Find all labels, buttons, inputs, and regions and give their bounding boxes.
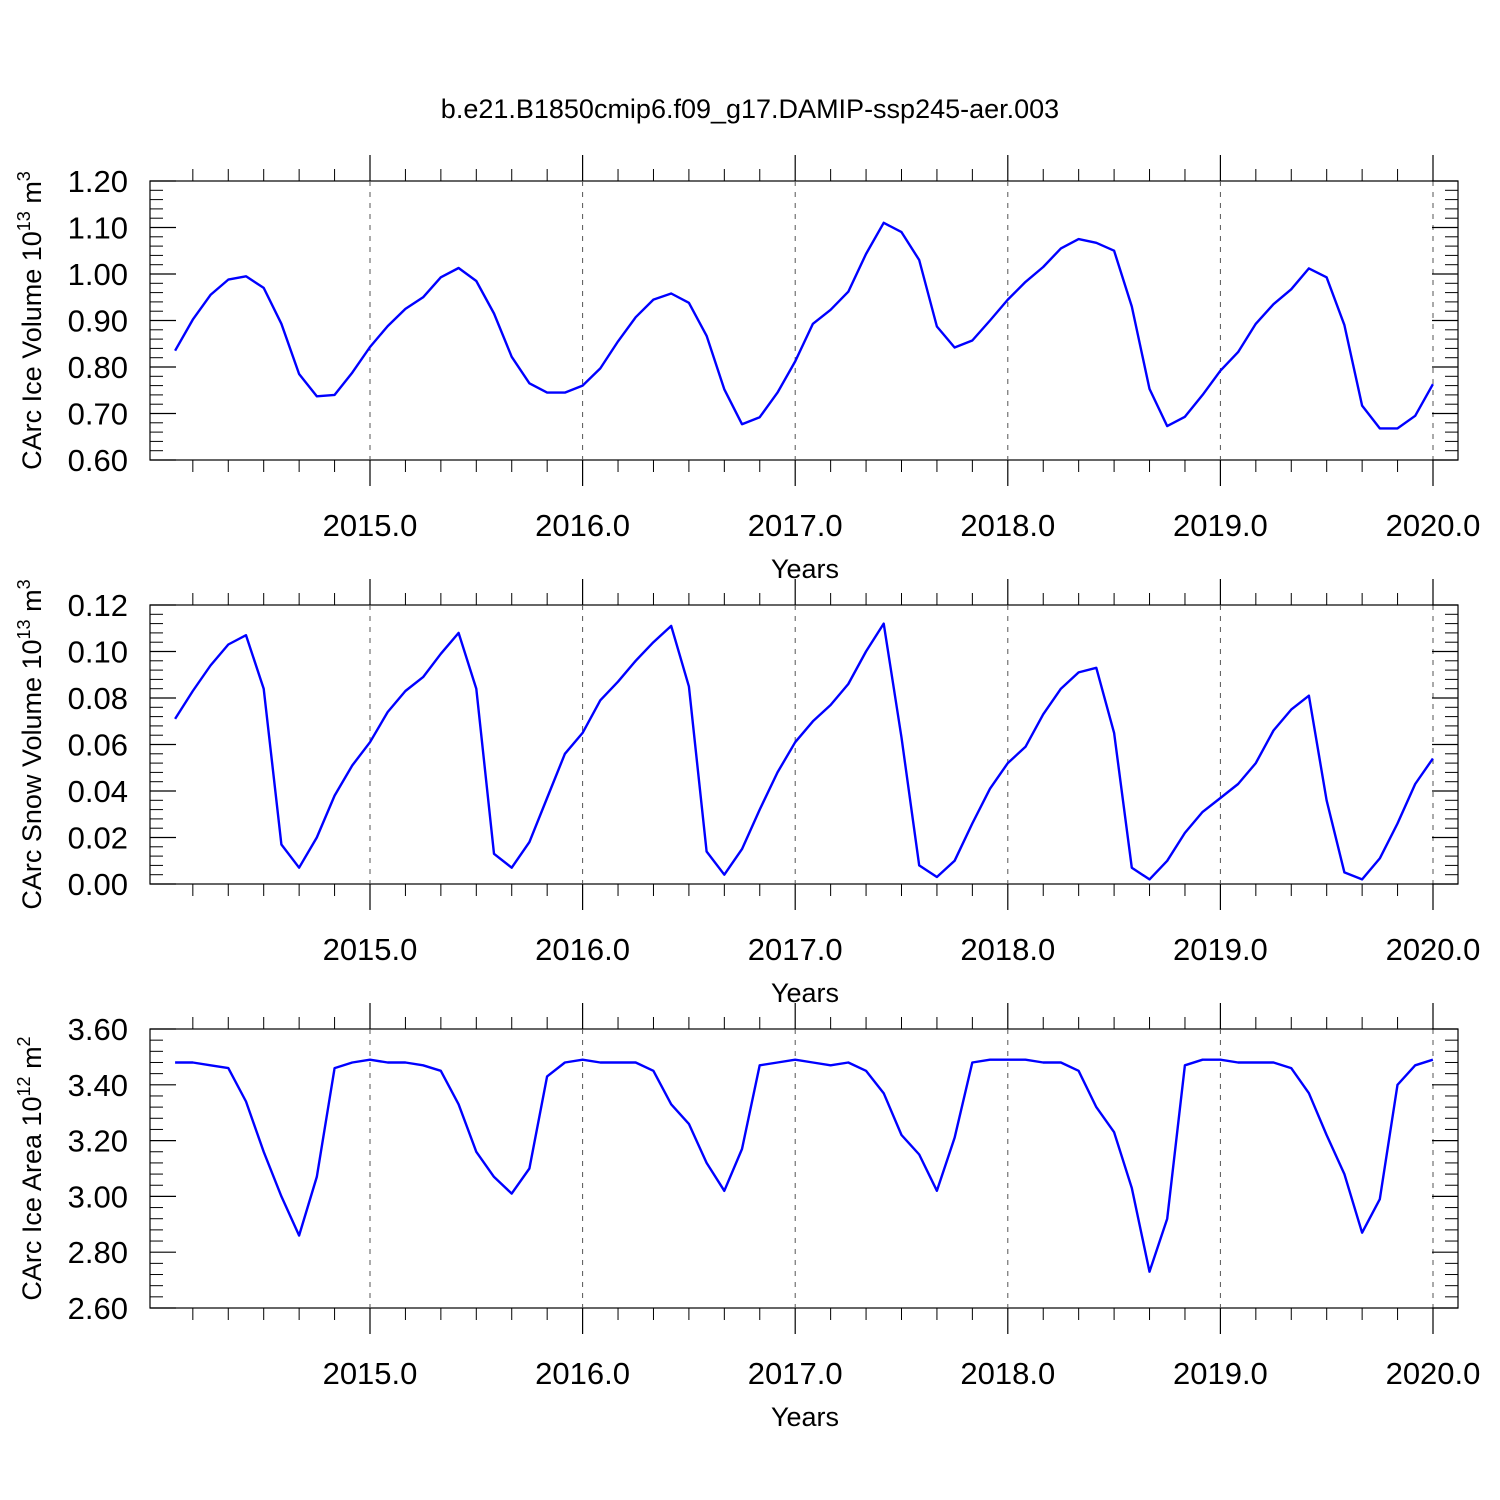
panel1-x-tick-label: 2019.0 [1173,508,1268,543]
panel2-frame [149,604,1459,885]
panel1-y-tick-label: 1.10 [68,211,128,246]
panel3-y-tick-label: 2.80 [68,1235,128,1270]
panel2-y-tick-label: 0.00 [68,867,128,902]
panel1-x-axis-label: Years [771,554,839,584]
panel2-y-tick-label: 0.08 [68,681,128,716]
panel1-y-tick-label: 0.60 [68,443,128,478]
panel2-x-tick-label: 2016.0 [535,932,630,967]
panel1-y-tick-label: 1.20 [68,164,128,199]
panel3-y-tick-label: 3.20 [68,1124,128,1159]
panel2-series-line [174,622,1434,881]
panel3-frame [149,1028,1459,1309]
panel2-y-tick-label: 0.12 [68,588,128,623]
panel1-y-tick-label: 1.00 [68,257,128,292]
panel3-y-axis-label: CArc Ice Area 1012 m2 [14,1036,47,1300]
panel1-x-tick-label: 2020.0 [1386,508,1481,543]
panel2-y-tick-label: 0.04 [68,774,128,809]
panel3-series-line [175,1058,1434,1273]
panel1-x-tick-label: 2015.0 [323,508,418,543]
panel3-y-tick-label: 2.60 [68,1291,128,1326]
panel3-x-tick-label: 2019.0 [1173,1356,1268,1391]
panel3-x-tick-label: 2018.0 [960,1356,1055,1391]
panel1-y-tick-label: 0.80 [68,350,128,385]
panel1-y-tick-label: 0.70 [68,397,128,432]
panel3-x-tick-label: 2017.0 [748,1356,843,1391]
panel2-x-tick-label: 2017.0 [748,932,843,967]
panel2-x-tick-label: 2020.0 [1386,932,1481,967]
panel1-frame [149,180,1459,461]
panel1-y-axis-label: CArc Ice Volume 1013 m3 [14,171,47,470]
panel2-x-tick-label: 2019.0 [1173,932,1268,967]
panel2-y-tick-label: 0.06 [68,728,128,763]
panel3-x-tick-label: 2015.0 [323,1356,418,1391]
panel1-x-tick-label: 2017.0 [748,508,843,543]
panel3-x-tick-label: 2020.0 [1386,1356,1481,1391]
chart-title: b.e21.B1850cmip6.f09_g17.DAMIP-ssp245-ae… [441,94,1059,124]
panel3-y-tick-label: 3.60 [68,1012,128,1047]
panel2-x-tick-label: 2018.0 [960,932,1055,967]
panel2-x-tick-label: 2015.0 [323,932,418,967]
panel3-x-axis-label: Years [771,1402,839,1432]
panel1-x-tick-label: 2018.0 [960,508,1055,543]
panel2-y-tick-label: 0.10 [68,635,128,670]
panel1-series-line [174,221,1434,430]
panel3-x-tick-label: 2016.0 [535,1356,630,1391]
panel2-x-axis-label: Years [771,978,839,1008]
panel3-y-tick-label: 3.40 [68,1068,128,1103]
panel1-x-tick-label: 2016.0 [535,508,630,543]
panel2-y-tick-label: 0.02 [68,821,128,856]
panel2-y-axis-label: CArc Snow Volume 1013 m3 [14,579,47,909]
panel3-y-tick-label: 3.00 [68,1179,128,1214]
panel1-y-tick-label: 0.90 [68,304,128,339]
